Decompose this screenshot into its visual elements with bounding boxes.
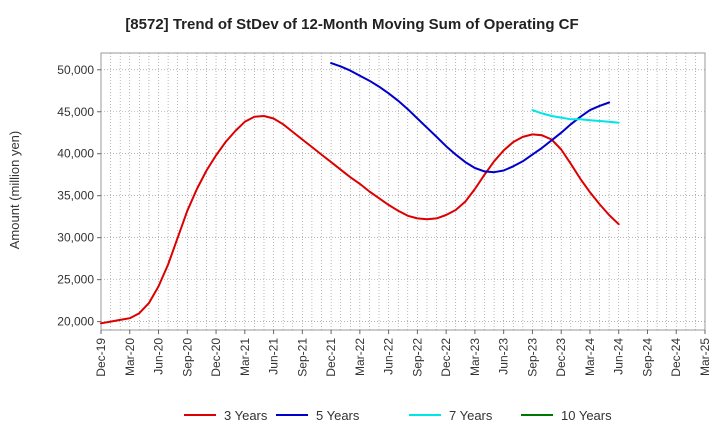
x-tick-label: Jun-20: [152, 338, 166, 375]
x-tick-label: Dec-20: [209, 338, 223, 377]
legend-label-7-years: 7 Years: [449, 408, 493, 423]
plot-area: Dec-19 Mar-20 Jun-20 Sep-20 Dec-20 Mar-21 Jun-…: [57, 52, 712, 377]
plot-frame: [100, 52, 706, 331]
y-tick-label: 25,000: [57, 273, 94, 287]
x-tick-label: Dec-23: [554, 338, 568, 377]
y-tick-label: 30,000: [57, 231, 94, 245]
x-tick-label: Dec-21: [324, 338, 338, 377]
x-tick-label: Mar-23: [468, 338, 482, 376]
y-axis-label: Amount (million yen): [7, 131, 22, 250]
y-tick-label: 20,000: [57, 315, 94, 329]
series-line-3-years: [100, 115, 620, 325]
legend-label-10-years: 10 Years: [561, 408, 612, 423]
legend-label-3-years: 3 Years: [224, 408, 268, 423]
y-tick-label: 35,000: [57, 189, 94, 203]
x-tick-label: Sep-22: [410, 338, 424, 377]
x-tick-label: Sep-21: [295, 338, 309, 377]
y-tick-label: 50,000: [57, 63, 94, 77]
legend-label-5-years: 5 Years: [316, 408, 360, 423]
x-tick-label: Mar-20: [123, 338, 137, 376]
y-tick-label: 40,000: [57, 147, 94, 161]
x-tick-label: Sep-24: [640, 338, 654, 377]
x-tick-label: Jun-21: [267, 338, 281, 375]
series-line-5-years: [330, 62, 611, 174]
x-tick-label: Jun-22: [382, 338, 396, 375]
x-tick-label: Mar-25: [698, 338, 712, 376]
chart-title: [8572] Trend of StDev of 12-Month Moving…: [125, 16, 578, 33]
x-tick-label: Dec-19: [94, 338, 108, 377]
series-line-7-years: [531, 109, 620, 124]
x-tick-label: Sep-20: [180, 338, 194, 377]
legend: 3 Years 5 Years 7 Years 10 Years: [184, 408, 612, 423]
x-tick-label: Jun-24: [612, 338, 626, 375]
x-tick-label: Dec-22: [439, 338, 453, 377]
x-tick-label: Mar-21: [238, 338, 252, 376]
x-tick-label: Mar-22: [353, 338, 367, 376]
y-tick-label: 45,000: [57, 105, 94, 119]
x-tick-label: Sep-23: [525, 338, 539, 377]
x-tick-label: Mar-24: [583, 338, 597, 376]
x-tick-label: Jun-23: [497, 338, 511, 375]
x-tick-label: Dec-24: [669, 338, 683, 377]
